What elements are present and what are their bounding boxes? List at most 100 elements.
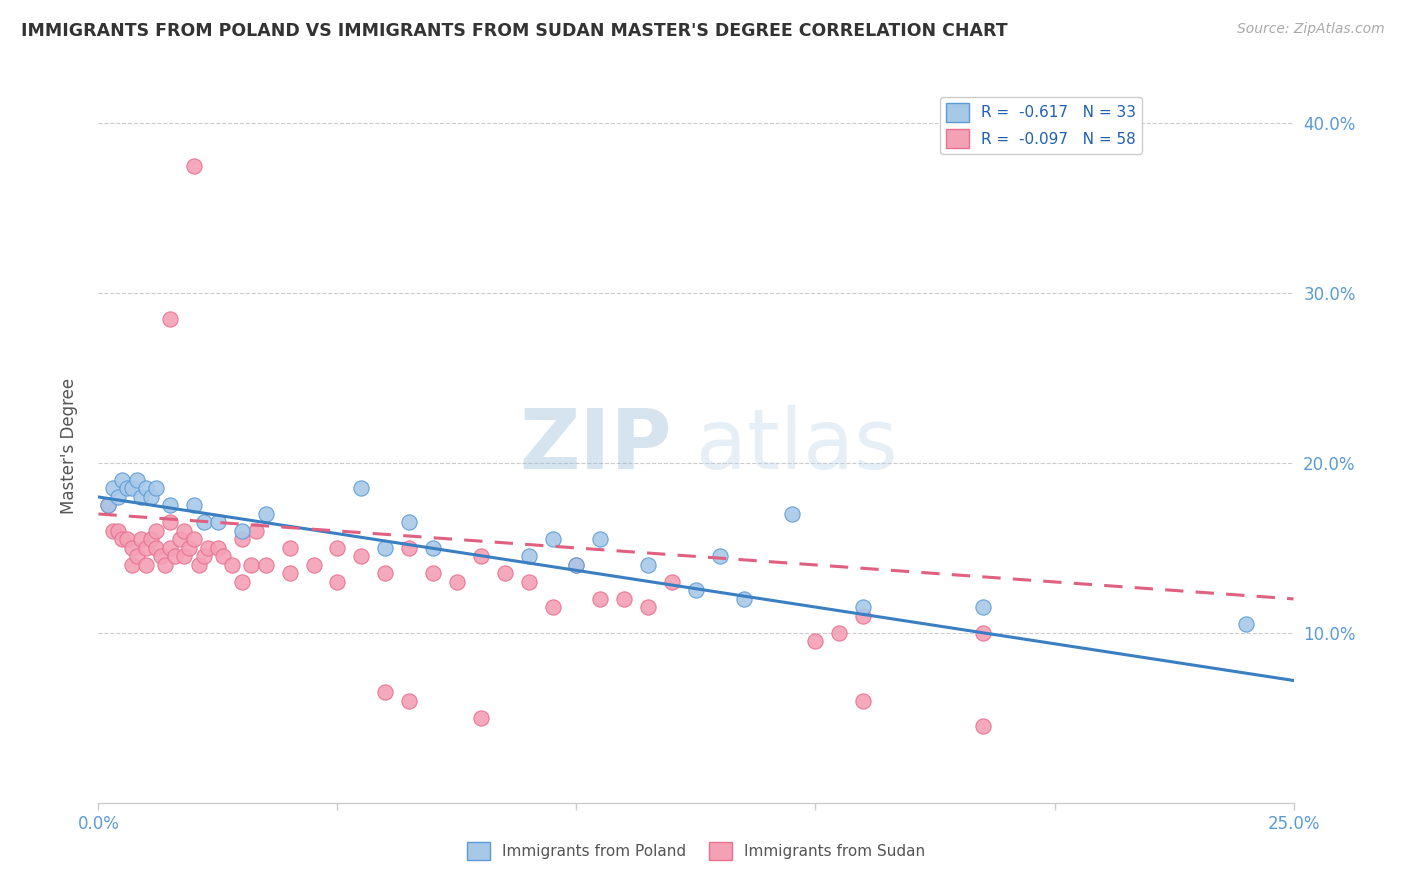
Point [589, 533, 612, 547]
Point [183, 533, 205, 547]
Point [125, 549, 148, 564]
Point [254, 558, 277, 572]
Point [422, 541, 444, 555]
Point [685, 583, 707, 598]
Point [278, 541, 301, 555]
Point [97, 499, 120, 513]
Point [183, 159, 205, 173]
Point [541, 533, 564, 547]
Point [589, 591, 612, 606]
Point [159, 541, 181, 555]
Point [1234, 617, 1257, 632]
Point [115, 482, 138, 496]
Text: IMMIGRANTS FROM POLAND VS IMMIGRANTS FROM SUDAN MASTER'S DEGREE CORRELATION CHAR: IMMIGRANTS FROM POLAND VS IMMIGRANTS FRO… [21, 22, 1008, 40]
Point [115, 533, 138, 547]
Point [278, 566, 301, 581]
Point [709, 549, 731, 564]
Point [111, 533, 134, 547]
Point [121, 482, 143, 496]
Point [221, 558, 243, 572]
Text: Source: ZipAtlas.com: Source: ZipAtlas.com [1237, 22, 1385, 37]
Point [97, 499, 120, 513]
Point [135, 558, 157, 572]
Y-axis label: Master's Degree: Master's Degree [59, 378, 77, 514]
Point [804, 634, 827, 648]
Legend: Immigrants from Poland, Immigrants from Sudan: Immigrants from Poland, Immigrants from … [461, 836, 931, 866]
Point [661, 574, 683, 589]
Point [733, 591, 755, 606]
Point [326, 541, 349, 555]
Point [193, 549, 215, 564]
Point [565, 558, 588, 572]
Point [145, 524, 167, 538]
Point [121, 558, 143, 572]
Point [207, 516, 229, 530]
Point [211, 549, 233, 564]
Point [101, 524, 124, 538]
Point [231, 524, 253, 538]
Point [422, 566, 444, 581]
Point [302, 558, 325, 572]
Point [197, 541, 219, 555]
Point [374, 541, 396, 555]
Point [131, 533, 153, 547]
Point [565, 558, 588, 572]
Point [972, 626, 994, 640]
Point [972, 719, 994, 733]
Point [541, 600, 564, 615]
Point [637, 558, 659, 572]
Point [517, 574, 540, 589]
Point [107, 490, 129, 504]
Point [374, 685, 396, 699]
Point [254, 507, 277, 521]
Point [139, 490, 162, 504]
Point [350, 482, 373, 496]
Point [135, 541, 157, 555]
Point [121, 541, 143, 555]
Point [101, 482, 124, 496]
Point [169, 533, 191, 547]
Point [613, 591, 636, 606]
Text: atlas: atlas [696, 406, 897, 486]
Point [159, 516, 181, 530]
Point [852, 608, 875, 623]
Point [125, 473, 148, 487]
Point [145, 482, 167, 496]
Point [398, 516, 420, 530]
Point [470, 549, 492, 564]
Point [149, 549, 172, 564]
Point [183, 499, 205, 513]
Point [240, 558, 263, 572]
Point [245, 524, 267, 538]
Point [637, 600, 659, 615]
Point [107, 524, 129, 538]
Point [374, 566, 396, 581]
Point [231, 533, 253, 547]
Point [111, 473, 134, 487]
Point [163, 549, 186, 564]
Point [145, 541, 167, 555]
Point [398, 541, 420, 555]
Point [398, 694, 420, 708]
Point [135, 482, 157, 496]
Point [446, 574, 468, 589]
Point [173, 549, 195, 564]
Point [155, 558, 177, 572]
Point [470, 711, 492, 725]
Point [494, 566, 516, 581]
Point [780, 507, 803, 521]
Point [139, 533, 162, 547]
Point [187, 558, 209, 572]
Point [131, 490, 153, 504]
Point [517, 549, 540, 564]
Point [852, 694, 875, 708]
Point [207, 541, 229, 555]
Point [231, 574, 253, 589]
Text: ZIP: ZIP [520, 406, 672, 486]
Point [972, 600, 994, 615]
Point [159, 311, 181, 326]
Point [179, 541, 201, 555]
Point [173, 524, 195, 538]
Point [828, 626, 851, 640]
Point [159, 499, 181, 513]
